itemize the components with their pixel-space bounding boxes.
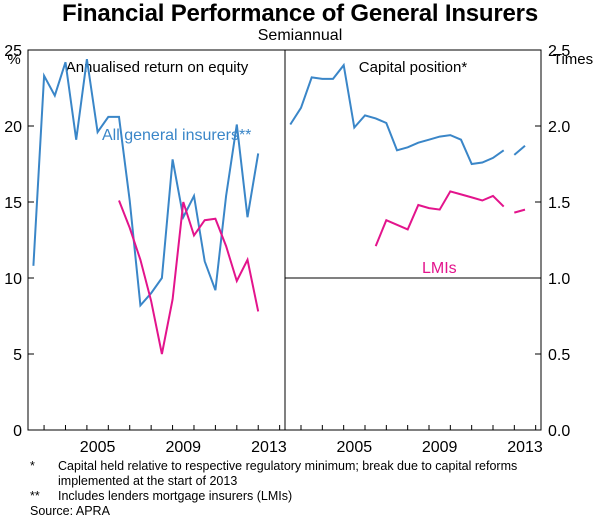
y-tick-label-left: 10	[4, 271, 22, 288]
y-tick-label-right: 2.5	[548, 43, 570, 60]
left-axis-unit: %	[7, 51, 20, 68]
label-lmis: LMIs	[422, 260, 457, 277]
y-tick-label-left: 20	[4, 119, 22, 136]
left-panel-title: Annualised return on equity	[66, 59, 249, 76]
chart-figure: % Times Annualised return on equity Capi…	[4, 43, 593, 456]
series-line-lmis	[118, 200, 260, 355]
series-line-all-general-insurers	[513, 145, 526, 156]
right-axis-unit: Times	[553, 51, 593, 68]
footnote-capital: * Capital held relative to respective re…	[30, 459, 578, 489]
label-all-general-insurers: All general insurers**	[102, 127, 251, 144]
x-tick-label: 2009	[422, 439, 458, 456]
y-tick-label-right: 1.5	[548, 195, 570, 212]
footnote-mark: *	[30, 459, 35, 473]
y-tick-label-right: 0.5	[548, 347, 570, 364]
y-tick-label-right: 2.0	[548, 119, 570, 136]
series-line-all-general-insurers	[289, 62, 505, 166]
footnotes: * Capital held relative to respective re…	[30, 459, 578, 519]
x-tick-label: 2013	[507, 439, 543, 456]
footnote-mark: **	[30, 489, 40, 503]
chart-title: Financial Performance of General Insurer…	[62, 0, 538, 27]
series-line-lmis	[374, 190, 505, 247]
source-note: Source: APRA	[30, 504, 110, 518]
y-tick-label-left: 25	[4, 43, 22, 60]
right-panel-title: Capital position*	[359, 59, 468, 76]
x-tick-label: 2009	[165, 439, 201, 456]
series-line-all-general-insurers	[32, 58, 260, 308]
footnote-text: Includes lenders mortgage insurers (LMIs…	[58, 489, 293, 503]
x-tick-label: 2005	[337, 439, 373, 456]
y-tick-label-left: 15	[4, 195, 22, 212]
footnote-text: Capital held relative to respective regu…	[58, 459, 518, 488]
chart-subtitle: Semiannual	[257, 27, 343, 44]
y-tick-label-right: 0.0	[548, 423, 570, 440]
series-line-lmis	[514, 208, 526, 214]
y-tick-label-left: 5	[13, 347, 22, 364]
y-tick-label-right: 1.0	[548, 271, 570, 288]
x-tick-label: 2005	[80, 439, 116, 456]
y-tick-label-left: 0	[13, 423, 22, 440]
footnote-lmi: ** Includes lenders mortgage insurers (L…	[30, 489, 578, 504]
x-tick-label: 2013	[251, 439, 287, 456]
